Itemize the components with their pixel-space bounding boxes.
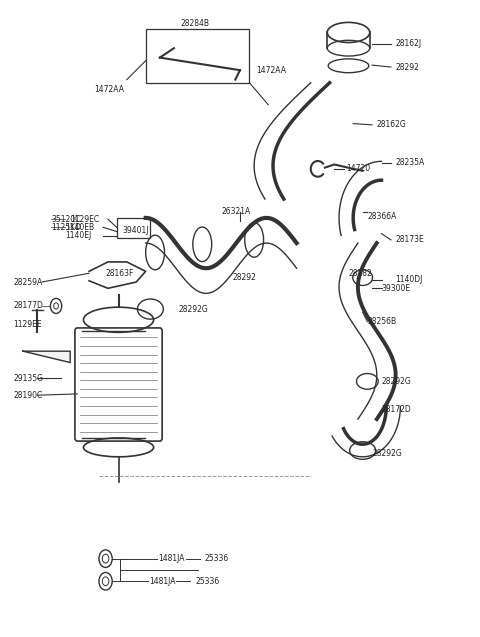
Text: 28182: 28182 <box>348 269 372 278</box>
Text: 28177D: 28177D <box>13 301 44 310</box>
Text: 1129EE: 1129EE <box>13 320 42 329</box>
Text: 28292: 28292 <box>396 62 420 71</box>
Bar <box>118 218 150 238</box>
Text: 1481JA: 1481JA <box>149 576 176 586</box>
Text: 28292G: 28292G <box>382 377 411 386</box>
Text: 28190C: 28190C <box>13 390 43 399</box>
Text: 28292G: 28292G <box>179 304 208 313</box>
Text: 28259A: 28259A <box>13 278 43 287</box>
Text: 29135G: 29135G <box>13 374 44 383</box>
Text: 1140EJ: 1140EJ <box>65 231 92 240</box>
Text: 25336: 25336 <box>204 554 229 563</box>
Text: 25336: 25336 <box>195 576 219 586</box>
Text: 14720: 14720 <box>346 164 370 173</box>
Text: 28292: 28292 <box>233 273 257 282</box>
Text: 28162G: 28162G <box>377 120 407 129</box>
Text: 28366A: 28366A <box>367 212 397 221</box>
Text: 28162J: 28162J <box>396 39 422 48</box>
Text: 28256B: 28256B <box>367 317 396 326</box>
Polygon shape <box>23 351 70 362</box>
Text: 28172D: 28172D <box>382 405 411 414</box>
Text: 28284B: 28284B <box>180 18 210 27</box>
Bar <box>145 29 250 83</box>
Text: 1140DJ: 1140DJ <box>396 275 423 284</box>
Text: 39401J: 39401J <box>122 226 149 235</box>
Text: 28292G: 28292G <box>372 449 402 458</box>
Text: 1129EC: 1129EC <box>70 215 99 224</box>
Text: 1125KD: 1125KD <box>51 223 81 232</box>
Text: 35120C: 35120C <box>51 215 81 224</box>
Text: 39300E: 39300E <box>382 284 410 293</box>
Text: 26321A: 26321A <box>221 207 251 216</box>
Text: 1472AA: 1472AA <box>94 85 124 94</box>
Text: 28235A: 28235A <box>396 158 425 167</box>
Text: 28173E: 28173E <box>396 236 424 245</box>
Text: 1472AA: 1472AA <box>256 66 287 75</box>
Text: 28163F: 28163F <box>106 269 134 278</box>
Text: 1140EB: 1140EB <box>65 223 95 232</box>
Text: 1481JA: 1481JA <box>158 554 185 563</box>
